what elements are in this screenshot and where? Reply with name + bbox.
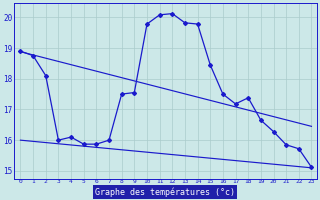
X-axis label: Graphe des températures (°c): Graphe des températures (°c): [95, 187, 235, 197]
